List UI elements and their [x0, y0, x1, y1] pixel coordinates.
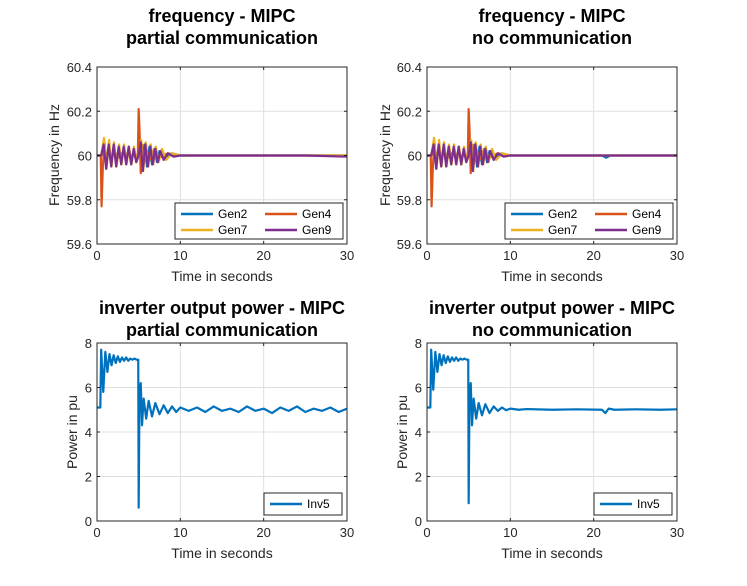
legend-label-gen4: Gen4: [632, 207, 662, 221]
y-tick-label: 60: [78, 149, 92, 164]
panel-inverter-no-comm: inverter output power - MIPC no communic…: [394, 298, 684, 561]
y-tick-label: 59.6: [397, 237, 422, 252]
legend-label-gen9: Gen9: [302, 223, 332, 237]
x-tick-label: 0: [93, 525, 100, 540]
legend: Inv5: [263, 492, 343, 516]
x-tick-label: 20: [586, 525, 600, 540]
x-tick-label: 10: [173, 248, 187, 263]
y-tick-label: 0: [415, 514, 422, 529]
panel-inverter-partial: inverter output power - MIPC partial com…: [64, 298, 354, 561]
x-tick-label: 20: [256, 248, 270, 263]
series-group: [427, 107, 677, 208]
panel-frequency-no-comm: frequency - MIPC no communication Freque…: [377, 6, 684, 284]
y-tick-label: 59.8: [67, 193, 92, 208]
legend-label-gen2: Gen2: [218, 207, 248, 221]
x-axis-label: Time in seconds: [171, 545, 272, 561]
panel-title-line1: frequency - MIPC: [478, 6, 625, 26]
y-tick-label: 60: [408, 149, 422, 164]
y-tick-label: 59.6: [67, 237, 92, 252]
x-tick-label: 30: [670, 248, 684, 263]
x-tick-label: 10: [503, 525, 517, 540]
y-tick-label: 2: [85, 470, 92, 485]
legend-box: [263, 492, 343, 516]
series-group: [97, 107, 347, 208]
y-tick-label: 59.8: [397, 193, 422, 208]
x-axis-label: Time in seconds: [501, 268, 602, 284]
x-axis-label: Time in seconds: [171, 268, 272, 284]
x-tick-label: 20: [586, 248, 600, 263]
y-axis-label: Frequency in Hz: [377, 104, 393, 206]
x-tick-label: 0: [423, 248, 430, 263]
plot-area: 0 10 20 30 0 2 4 6 8: [85, 336, 354, 540]
legend-label-gen7: Gen7: [548, 223, 578, 237]
y-tick-label: 60.4: [67, 60, 92, 75]
y-tick-label: 6: [85, 381, 92, 396]
series-group: [97, 348, 347, 509]
x-tick-label: 30: [340, 525, 354, 540]
legend-label-gen4: Gen4: [302, 207, 332, 221]
y-tick-label: 60.2: [397, 104, 422, 119]
x-tick-label: 0: [93, 248, 100, 263]
panel-title-line1: inverter output power - MIPC: [429, 298, 675, 318]
x-tick-label: 20: [256, 525, 270, 540]
legend-label-gen2: Gen2: [548, 207, 578, 221]
y-tick-label: 4: [415, 425, 422, 440]
y-tick-label: 2: [415, 470, 422, 485]
legend: Inv5: [593, 492, 673, 516]
x-tick-label: 10: [503, 248, 517, 263]
series-line-inv5: [97, 348, 347, 509]
x-axis-label: Time in seconds: [501, 545, 602, 561]
legend-label-gen7: Gen7: [218, 223, 248, 237]
x-tick-label: 10: [173, 525, 187, 540]
legend-box: [174, 202, 344, 240]
y-axis-label: Frequency in Hz: [46, 104, 62, 206]
legend-box: [593, 492, 673, 516]
panel-title-line1: frequency - MIPC: [148, 6, 295, 26]
panel-title-line2: no communication: [472, 320, 632, 340]
legend: Gen2 Gen4 Gen7 Gen9: [174, 202, 344, 240]
series-line-gen9: [97, 141, 347, 173]
y-tick-label: 4: [85, 425, 92, 440]
y-tick-label: 8: [85, 336, 92, 351]
y-tick-label: 8: [415, 336, 422, 351]
series-group: [427, 348, 677, 505]
legend-box: [504, 202, 674, 240]
y-axis-label: Power in pu: [394, 395, 410, 469]
x-tick-label: 30: [340, 248, 354, 263]
panel-title-line2: partial communication: [126, 28, 318, 48]
legend-label-inv5: Inv5: [637, 497, 660, 511]
legend-label-inv5: Inv5: [307, 497, 330, 511]
x-tick-label: 0: [423, 525, 430, 540]
x-tick-label: 30: [670, 525, 684, 540]
legend: Gen2 Gen4 Gen7 Gen9: [504, 202, 674, 240]
y-tick-label: 6: [415, 381, 422, 396]
y-tick-label: 60.2: [67, 104, 92, 119]
legend-label-gen9: Gen9: [632, 223, 662, 237]
y-axis-label: Power in pu: [64, 395, 80, 469]
panel-frequency-partial: frequency - MIPC partial communication F…: [46, 6, 354, 284]
series-line-gen9: [427, 141, 677, 173]
y-tick-label: 0: [85, 514, 92, 529]
panel-title-line1: inverter output power - MIPC: [99, 298, 345, 318]
y-tick-label: 60.4: [397, 60, 422, 75]
plot-area: 0 10 20 30 0 2 4 6 8: [415, 336, 684, 540]
panel-title-line2: no communication: [472, 28, 632, 48]
panel-title-line2: partial communication: [126, 320, 318, 340]
series-line-inv5: [427, 348, 677, 505]
